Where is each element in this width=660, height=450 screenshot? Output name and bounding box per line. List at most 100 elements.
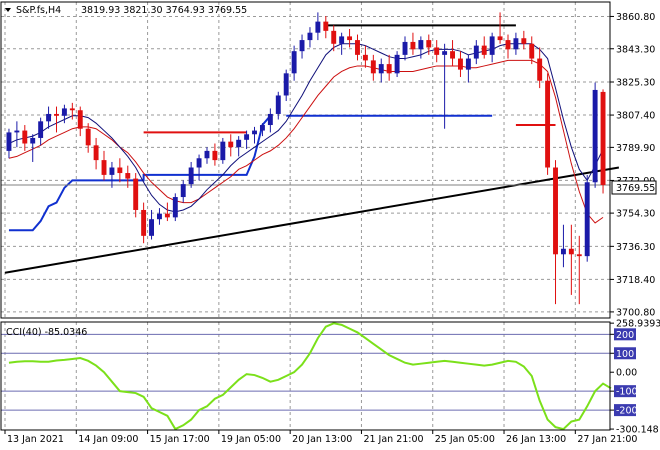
cci-level-label: -200 [616,406,638,417]
candle-body [244,134,250,140]
slow-moving-average-line [8,59,604,224]
x-tick-label: 26 Jan 13:00 [506,434,566,445]
y-tick-label: 3789.90 [616,143,655,154]
y-tick-label: 3736.30 [616,242,655,253]
candle-body [537,58,543,81]
main-indicator-lines [1,24,620,274]
candle-body [61,108,67,116]
candle-body [69,108,75,111]
price-tag-value: 3769.55 [616,183,655,194]
candle-body [465,58,471,70]
candle-body [331,30,337,44]
x-tick-label: 25 Jan 05:00 [435,434,495,445]
candle-body [14,130,20,133]
main-plot-frame [0,1,611,319]
candle-body [370,60,376,74]
candle-body [93,145,99,161]
cci-tick-label: 258.9393 [616,319,660,330]
candle-body [529,43,535,59]
cci-level-tag [614,347,636,360]
candles [6,12,606,305]
x-tick-label: 19 Jan 05:00 [221,434,281,445]
candle-body [576,254,582,257]
candle-body [101,160,107,175]
candle-body [141,209,147,236]
candle-body [600,91,606,185]
current-price-tag: 3769.55 [611,180,657,195]
x-tick-label: 14 Jan 09:00 [78,434,138,445]
y-tick-label: 3718.40 [616,275,655,286]
stepped-trend-line [8,115,272,232]
candle-body [505,40,511,50]
candle-body [489,36,495,55]
candle-body [204,150,210,159]
candle-body [46,113,52,122]
candle-body [362,54,368,61]
candle-body [355,40,360,55]
candle-body [6,132,12,151]
candle-body [450,51,455,59]
cci-level-label: -100 [616,387,638,398]
cci-level-label: 200 [616,330,634,341]
candle-body [117,167,123,174]
candle-body [54,113,59,116]
cci-level-tag [614,404,636,417]
candle-body [545,80,551,168]
candle-body [267,113,273,126]
candle-body [568,248,574,255]
candle-body [109,167,115,175]
candle-body [307,32,313,41]
candle-body [458,58,463,70]
y-tick-label: 3700.80 [616,307,655,318]
candle-body [157,213,162,220]
candle-body [164,213,170,218]
cci-tick-label: -300.148 [616,425,659,436]
candle-body [410,41,416,50]
symbol-timeframe: S&P.fs,H4 [16,5,61,16]
candle-body [188,167,194,185]
candle-body [442,51,448,55]
main-gridlines [1,2,610,430]
candle-body [259,125,265,131]
x-tick-label: 15 Jan 17:00 [150,434,210,445]
candle-body [378,64,384,74]
candle-body [212,150,218,161]
cci-level-tag [614,385,636,398]
candle-body [386,64,392,74]
candle-body [592,89,598,183]
candle-body [22,130,28,144]
cci-line [8,322,612,431]
y-tick-label: 3843.30 [616,44,655,55]
candle-body [38,121,44,138]
cci-header-label: CCI(40) -85.0346 [6,327,87,338]
candle-body [30,137,36,144]
candle-body [291,51,297,74]
candle-body [77,110,83,129]
ohlc-values: 3819.93 3821.30 3764.93 3769.55 [81,5,247,16]
candle-body [339,36,345,44]
x-tick-label: 27 Jan 21:00 [577,434,637,445]
cci-plot-frame [0,321,611,431]
fast-moving-average-line [8,43,604,213]
support-trendline [4,166,620,274]
candle-body [133,178,139,210]
candle-body [418,40,424,50]
cci-level-tag [614,328,636,341]
candle-body [149,219,154,236]
candle-body [85,128,91,146]
candle-body [220,141,226,161]
collapse-triangle-icon[interactable] [5,8,11,12]
candle-body [299,40,305,52]
y-tick-label: 3860.80 [616,12,655,23]
candle-body [402,41,408,55]
candle-body [426,40,432,48]
y-tick-label: 3807.40 [616,111,655,122]
candle-body [180,184,186,198]
candle-body [315,21,321,33]
candle-body [196,158,202,168]
y-tick-label: 3754.30 [616,209,655,220]
cci-tick-label: 0.00 [616,368,637,379]
candle-body [228,141,234,148]
